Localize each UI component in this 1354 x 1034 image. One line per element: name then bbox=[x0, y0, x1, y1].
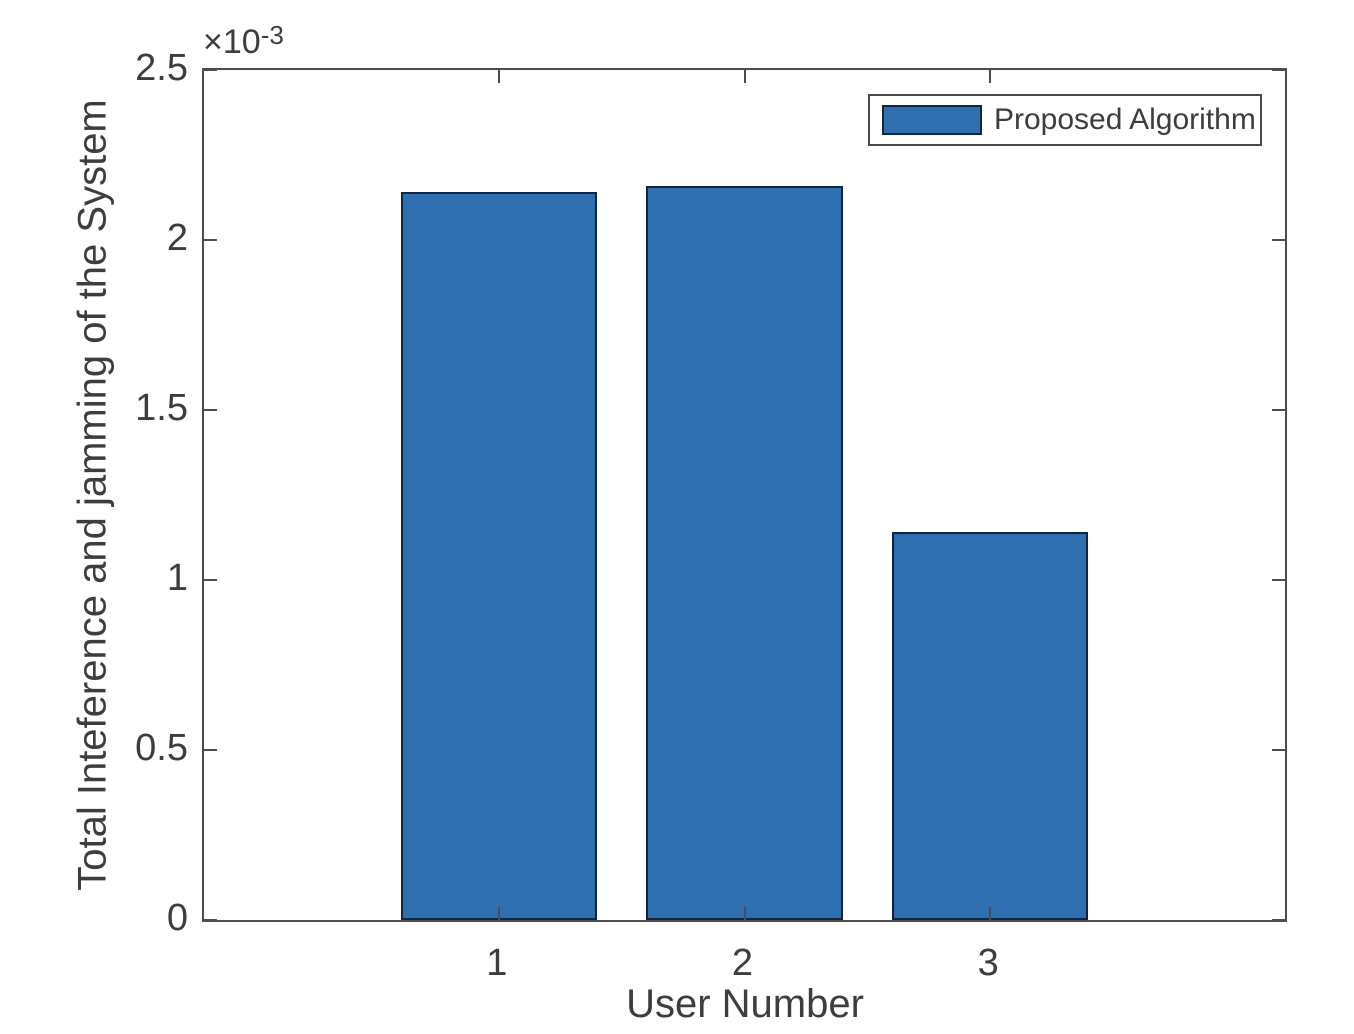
y-tick-mark bbox=[1272, 69, 1285, 71]
y-tick-mark bbox=[204, 409, 217, 411]
y-tick-mark bbox=[204, 239, 217, 241]
bar-user-3 bbox=[891, 532, 1089, 920]
legend-swatch-icon bbox=[882, 105, 982, 135]
bar-user-2 bbox=[646, 185, 843, 920]
x-tick-mark bbox=[989, 907, 992, 920]
plot-area bbox=[202, 68, 1287, 922]
y-tick-mark bbox=[204, 919, 217, 921]
x-tick-mark bbox=[743, 907, 746, 920]
y-axis-exponent-power: -3 bbox=[260, 20, 284, 50]
x-tick-mark bbox=[497, 907, 500, 920]
x-tick-label: 1 bbox=[486, 942, 508, 984]
y-tick-mark bbox=[1272, 749, 1285, 751]
x-axis-label: User Number bbox=[626, 982, 864, 1026]
y-tick-label: 0 bbox=[166, 897, 188, 939]
y-tick-label: 1 bbox=[166, 557, 188, 599]
y-tick-mark bbox=[1272, 409, 1285, 411]
x-tick-label: 3 bbox=[977, 942, 999, 984]
y-tick-label: 0.5 bbox=[135, 727, 188, 769]
y-tick-mark bbox=[204, 749, 217, 751]
legend-label: Proposed Algorithm bbox=[994, 103, 1256, 136]
x-tick-mark bbox=[743, 70, 746, 83]
x-tick-mark bbox=[989, 70, 992, 83]
y-tick-mark bbox=[204, 69, 217, 71]
x-tick-mark bbox=[497, 70, 500, 83]
y-tick-mark bbox=[1272, 239, 1285, 241]
bar-user-1 bbox=[400, 192, 598, 920]
y-tick-label: 2.5 bbox=[135, 47, 188, 89]
y-axis-exponent-label: ×10-3 bbox=[203, 20, 284, 62]
y-tick-label: 2 bbox=[166, 217, 188, 259]
legend: Proposed Algorithm bbox=[868, 94, 1262, 146]
y-tick-label: 1.5 bbox=[135, 387, 188, 429]
y-axis-exponent-base: ×10 bbox=[203, 23, 261, 61]
y-tick-mark bbox=[1272, 919, 1285, 921]
y-tick-mark bbox=[1272, 579, 1285, 581]
y-tick-mark bbox=[204, 579, 217, 581]
x-tick-label: 2 bbox=[731, 942, 754, 984]
